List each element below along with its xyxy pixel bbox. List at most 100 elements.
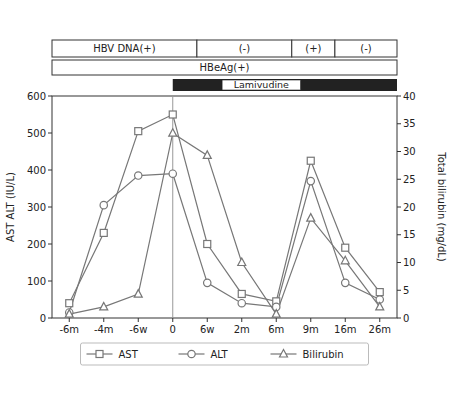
- annotation-box: [52, 60, 397, 75]
- tick-label: -6w: [129, 324, 147, 335]
- legend-marker: [280, 350, 288, 358]
- annotation-box: [335, 40, 397, 57]
- annotation: HBV DNA(+): [93, 43, 155, 54]
- axis-label: AST ALT (IU/L): [5, 172, 16, 242]
- tick-label: -4m: [94, 324, 114, 335]
- chart: 0 100 200 300 400 500 600 0 5 10 15 20 25 30 35 40 -6m -4…: [0, 0, 449, 399]
- legend-frame: [81, 343, 369, 365]
- tick-mark: [397, 318, 401, 319]
- tick-label: 0: [170, 324, 176, 335]
- annotation: (-): [239, 43, 251, 54]
- annotation-box: [52, 40, 197, 57]
- annotation-box: [292, 40, 335, 57]
- tick-label: 6m: [268, 324, 284, 335]
- tick-mark: [207, 318, 208, 322]
- point: [65, 310, 73, 318]
- tick-label: 300: [27, 202, 46, 213]
- point: [341, 256, 349, 264]
- point: [100, 302, 108, 310]
- tick-mark: [397, 123, 401, 124]
- point: [376, 289, 383, 296]
- annotation-box: [222, 80, 300, 90]
- annotation: Lamivudine: [234, 79, 289, 90]
- tick-label: -6m: [59, 324, 79, 335]
- point: [204, 279, 211, 286]
- tick-label: 26m: [369, 324, 391, 335]
- point: [238, 290, 245, 297]
- annotation: HBeAg(+): [200, 62, 250, 73]
- plot-frame: [52, 96, 397, 318]
- tick-label: 15: [403, 229, 416, 240]
- point: [66, 309, 73, 316]
- tick-label: 6w: [200, 324, 215, 335]
- point: [134, 290, 142, 298]
- tick-label: 16m: [334, 324, 356, 335]
- tick-label: 100: [27, 276, 46, 287]
- tick-mark: [48, 96, 52, 97]
- annotation: (-): [360, 43, 372, 54]
- tick-mark: [397, 290, 401, 291]
- treatment-bar: [173, 79, 397, 91]
- point: [135, 172, 142, 179]
- plot-area: [65, 111, 384, 317]
- point: [238, 300, 245, 307]
- tick-mark: [69, 318, 70, 322]
- tick-label: 400: [27, 165, 46, 176]
- tick-mark: [48, 281, 52, 282]
- tick-mark: [103, 318, 104, 322]
- tick-label: 500: [27, 128, 46, 139]
- axis-label: Total bilirubin (mg/dL): [436, 151, 447, 262]
- tick-label: 10: [403, 257, 416, 268]
- point: [100, 229, 107, 236]
- legend-label: Bilirubin: [303, 349, 344, 360]
- tick-label: 2m: [234, 324, 250, 335]
- tick-label: 35: [403, 118, 416, 129]
- tick-label: 0: [403, 313, 409, 324]
- series-line: [69, 174, 380, 313]
- tick-mark: [345, 318, 346, 322]
- point: [307, 214, 315, 222]
- tick-label: 25: [403, 174, 416, 185]
- point: [100, 201, 107, 208]
- tick-mark: [48, 318, 52, 319]
- legend-marker: [96, 351, 103, 358]
- legend: AST ALT Bilirubin: [81, 343, 369, 365]
- point: [307, 157, 314, 164]
- tick-mark: [397, 96, 401, 97]
- legend-label: ALT: [211, 349, 229, 360]
- tick-mark: [397, 234, 401, 235]
- tick-mark: [397, 207, 401, 208]
- point: [169, 129, 177, 137]
- tick-label: 600: [27, 91, 46, 102]
- tick-label: 9m: [303, 324, 319, 335]
- point: [135, 128, 142, 135]
- tick-mark: [397, 262, 401, 263]
- point: [376, 302, 384, 310]
- tick-mark: [397, 151, 401, 152]
- tick-mark: [138, 318, 139, 322]
- tick-mark: [397, 179, 401, 180]
- tick-mark: [48, 207, 52, 208]
- tick-mark: [379, 318, 380, 322]
- tick-mark: [276, 318, 277, 322]
- tick-label: 20: [403, 202, 416, 213]
- legend-label: AST: [119, 349, 139, 360]
- point: [169, 170, 176, 177]
- point: [169, 111, 176, 118]
- tick-mark: [48, 244, 52, 245]
- tick-label: 0: [40, 313, 46, 324]
- point: [66, 300, 73, 307]
- tick-label: 200: [27, 239, 46, 250]
- tick-label: 40: [403, 91, 416, 102]
- point: [238, 258, 246, 266]
- tick-label: 30: [403, 146, 416, 157]
- annotation: (+): [305, 43, 321, 54]
- tick-mark: [310, 318, 311, 322]
- tick-mark: [172, 318, 173, 322]
- point: [342, 244, 349, 251]
- tick-label: 5: [403, 285, 409, 296]
- point: [204, 241, 211, 248]
- point: [307, 177, 314, 184]
- legend-marker: [188, 350, 195, 357]
- tick-mark: [48, 170, 52, 171]
